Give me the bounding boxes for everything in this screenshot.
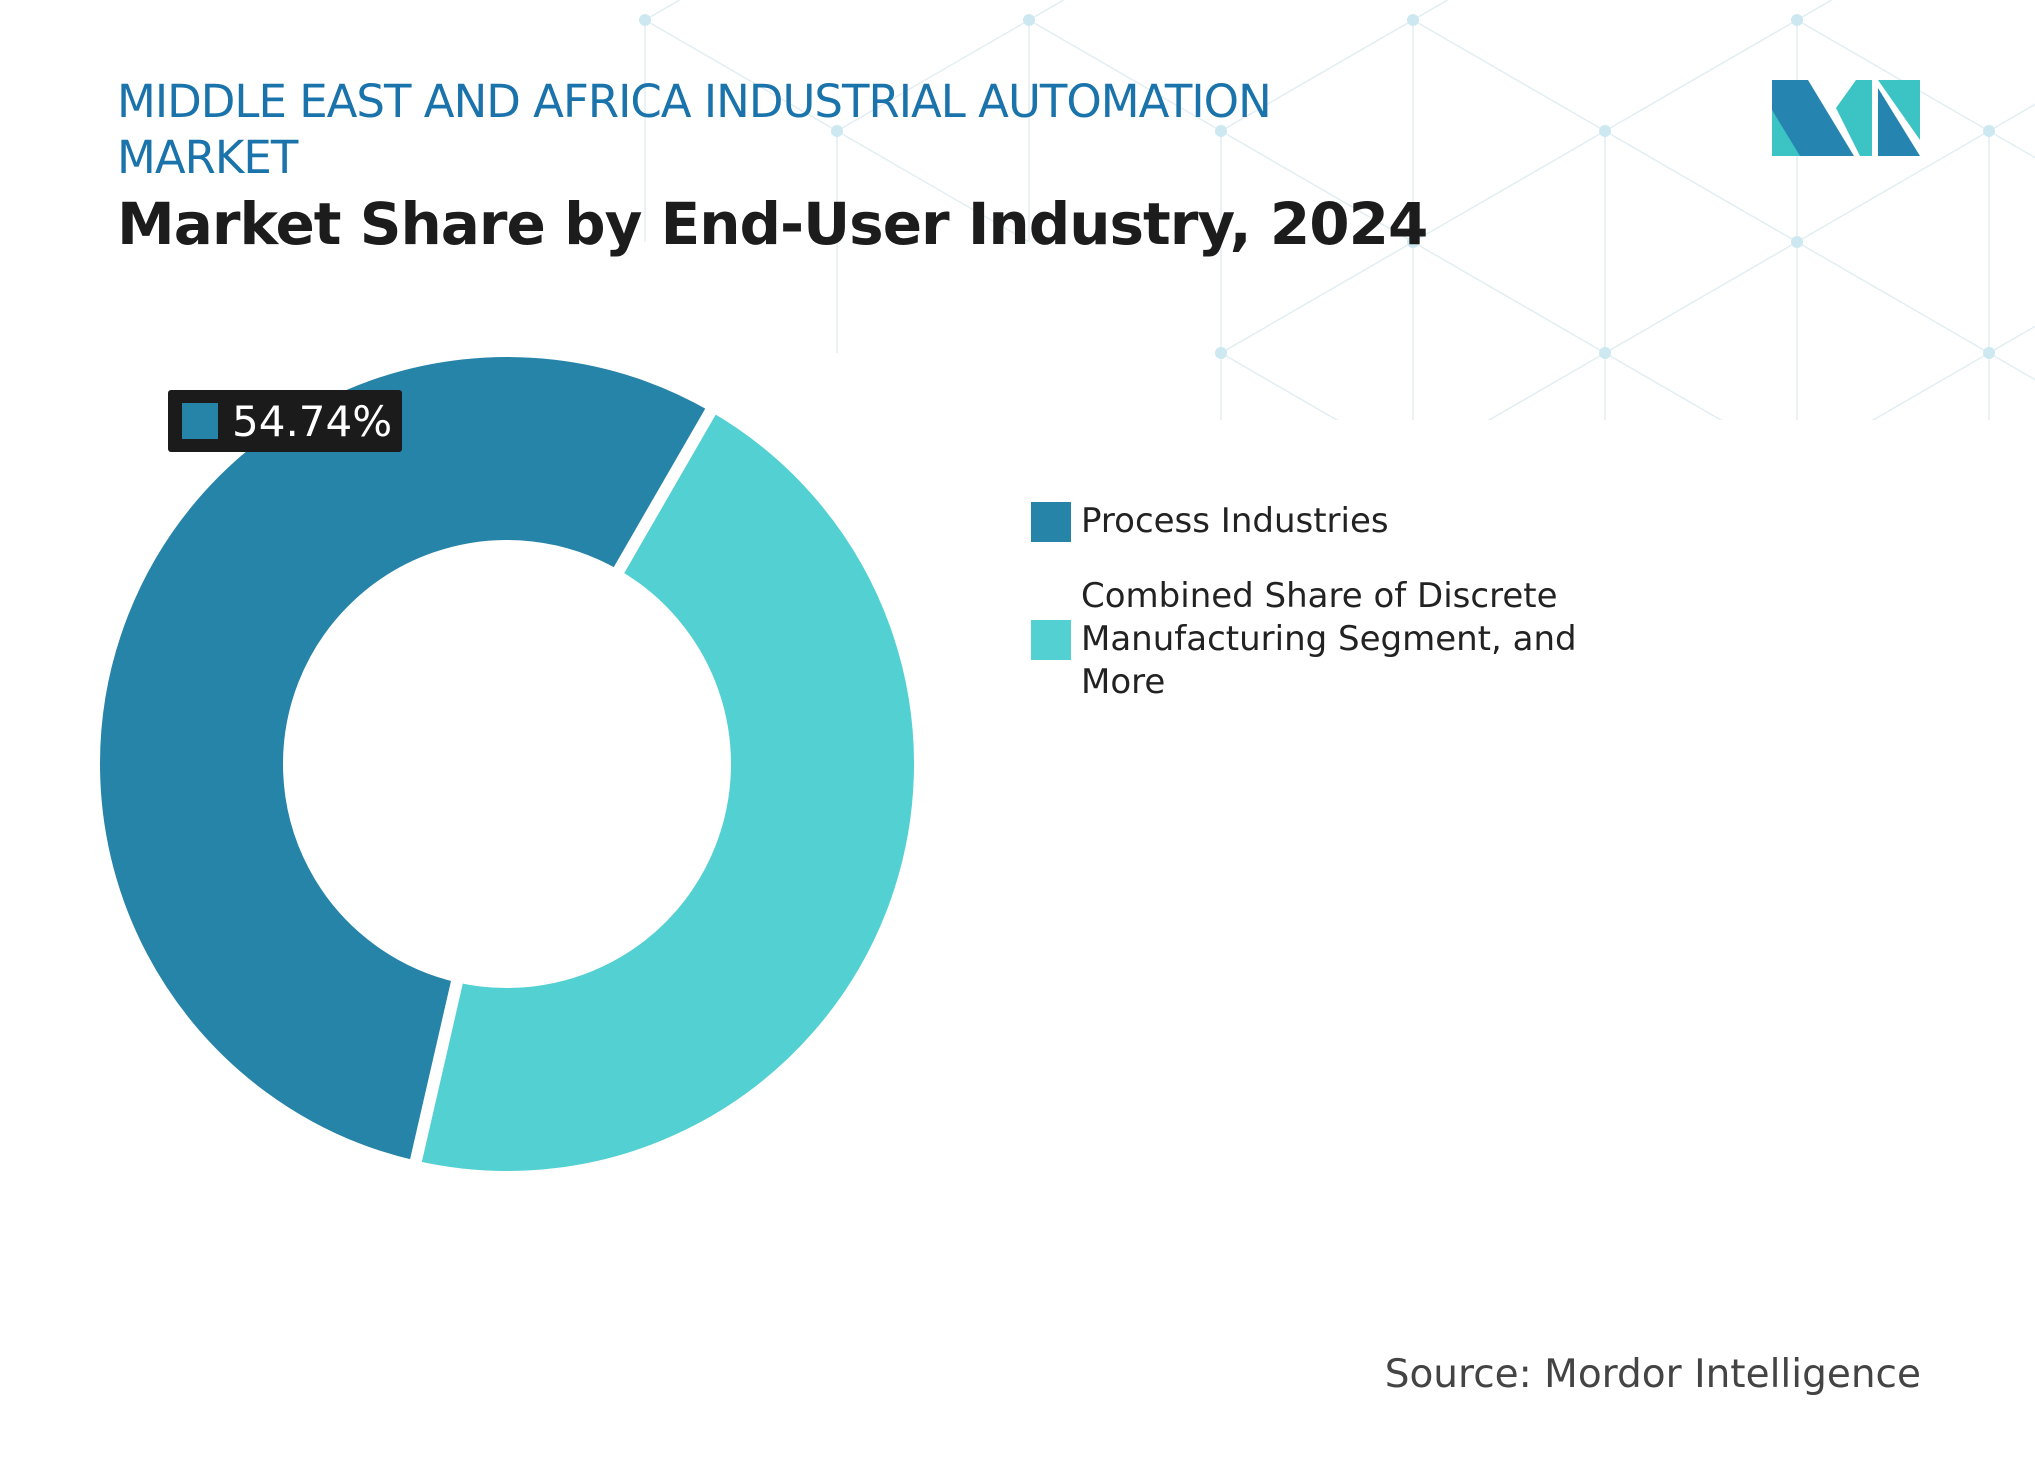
- chart-subtitle: Market Share by End-User Industry, 2024: [117, 190, 1428, 258]
- network-node: [1215, 125, 1227, 137]
- market-title: MIDDLE EAST AND AFRICA INDUSTRIAL AUTOMA…: [117, 75, 1272, 184]
- network-node: [639, 14, 651, 26]
- background-network-pattern: [639, 0, 2035, 420]
- legend-label: Process Industries: [1081, 501, 1389, 541]
- network-node: [1791, 14, 1803, 26]
- source-note: Source: Mordor Intelligence: [1384, 1352, 1921, 1397]
- data-label-process-industries: 54.74%: [168, 390, 403, 452]
- data-label-text: 54.74%: [232, 396, 393, 446]
- legend-swatch: [1031, 619, 1071, 660]
- legend-item-process-industries[interactable]: Process Industries: [1031, 500, 1651, 543]
- network-node: [1215, 347, 1227, 359]
- network-lines: [644, 0, 2035, 420]
- network-node: [1599, 125, 1611, 137]
- network-node: [831, 125, 843, 137]
- network-node: [1407, 236, 1419, 248]
- network-node: [1023, 14, 1035, 26]
- network-node: [1407, 14, 1419, 26]
- donut-chart: [88, 345, 926, 1183]
- legend: Process Industries Combined Share of Dis…: [1031, 500, 1651, 736]
- network-node: [1791, 236, 1803, 248]
- donut-slice-process-industries[interactable]: [88, 345, 722, 1174]
- legend-item-discrete-manufacturing[interactable]: Combined Share of Discrete Manufacturing…: [1031, 575, 1651, 704]
- mordor-logo: [1772, 80, 1920, 156]
- legend-swatch: [1031, 501, 1071, 542]
- network-node: [1599, 347, 1611, 359]
- network-node: [1983, 125, 1995, 137]
- network-node: [1983, 347, 1995, 359]
- data-label-swatch: [182, 403, 218, 439]
- legend-label: Combined Share of Discrete Manufacturing…: [1081, 576, 1577, 702]
- donut-slice-discrete-manufacturing[interactable]: [407, 398, 926, 1183]
